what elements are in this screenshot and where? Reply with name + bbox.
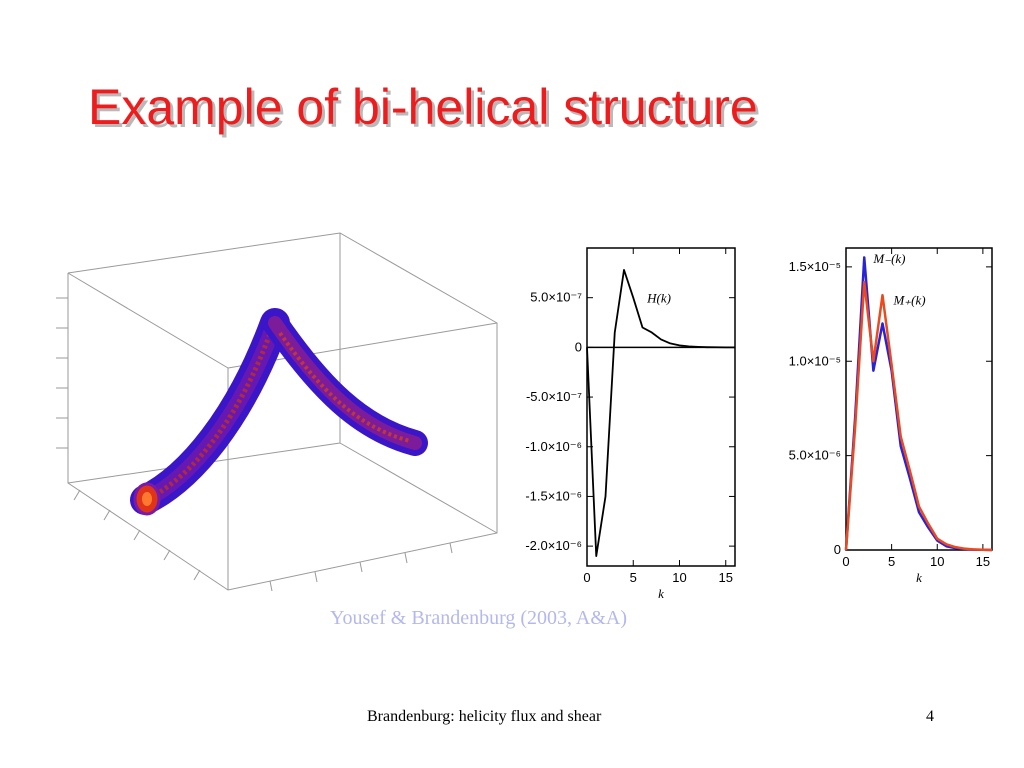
plot-frame <box>845 247 993 551</box>
citation[interactable]: Yousef & Brandenburg (2003, A&A) <box>330 607 628 629</box>
y-tick-label: 1.5×10⁻⁵ <box>789 259 841 274</box>
helicity-spectrum-chart: 0 5 10 15 5.0×10⁻⁷ 0 -5.0×10⁻⁷ -1.0×10⁻⁶ -1.5×10… <box>525 247 736 600</box>
y-tick-label: 0 <box>834 542 841 557</box>
footer-text: Brandenburg: helicity flux and shear <box>367 708 602 725</box>
x-axis-label: k <box>658 586 664 600</box>
slide-title: Example of bi-helical structure <box>88 79 758 135</box>
series-annotation: M₊(k) <box>892 293 925 308</box>
x-tick-label: 5 <box>888 554 895 569</box>
x-tick-label: 0 <box>583 570 590 585</box>
tube-left-arm <box>130 308 290 515</box>
plot-frame <box>586 247 736 567</box>
y-tick-label: -1.5×10⁻⁶ <box>525 488 582 503</box>
tube-3d-figure <box>56 232 498 592</box>
x-tick-label: 10 <box>672 570 686 585</box>
x-tick-label: 10 <box>930 554 944 569</box>
series-annotation: M₋(k) <box>872 251 905 266</box>
y-tick-label: 0 <box>575 339 582 354</box>
y-tick-label: 5.0×10⁻⁶ <box>789 448 841 463</box>
x-tick-label: 5 <box>630 570 637 585</box>
magnetic-energy-spectrum-chart: 0 5 10 15 0 5.0×10⁻⁶ 1.0×10⁻⁵ 1.5×10⁻⁵ k M₋(k) M₊(… <box>789 247 993 585</box>
x-tick-label: 15 <box>976 554 990 569</box>
series-annotation: H(k) <box>646 291 671 306</box>
bounding-box <box>67 232 498 591</box>
x-tick-label: 15 <box>719 570 733 585</box>
y-tick-label: -2.0×10⁻⁶ <box>525 538 582 553</box>
series-line-1 <box>586 268 735 557</box>
page-number: 4 <box>926 708 934 725</box>
x-tick-label: 0 <box>842 554 849 569</box>
axis-ticks <box>56 297 453 592</box>
y-tick-label: -1.0×10⁻⁶ <box>525 439 582 454</box>
tube-right-arm <box>262 310 428 456</box>
y-tick-label: 5.0×10⁻⁷ <box>530 290 582 305</box>
series-line-2 <box>844 280 993 552</box>
x-axis-label: k <box>916 570 922 585</box>
y-tick-label: 1.0×10⁻⁵ <box>789 353 841 368</box>
y-tick-label: -5.0×10⁻⁷ <box>526 389 582 404</box>
